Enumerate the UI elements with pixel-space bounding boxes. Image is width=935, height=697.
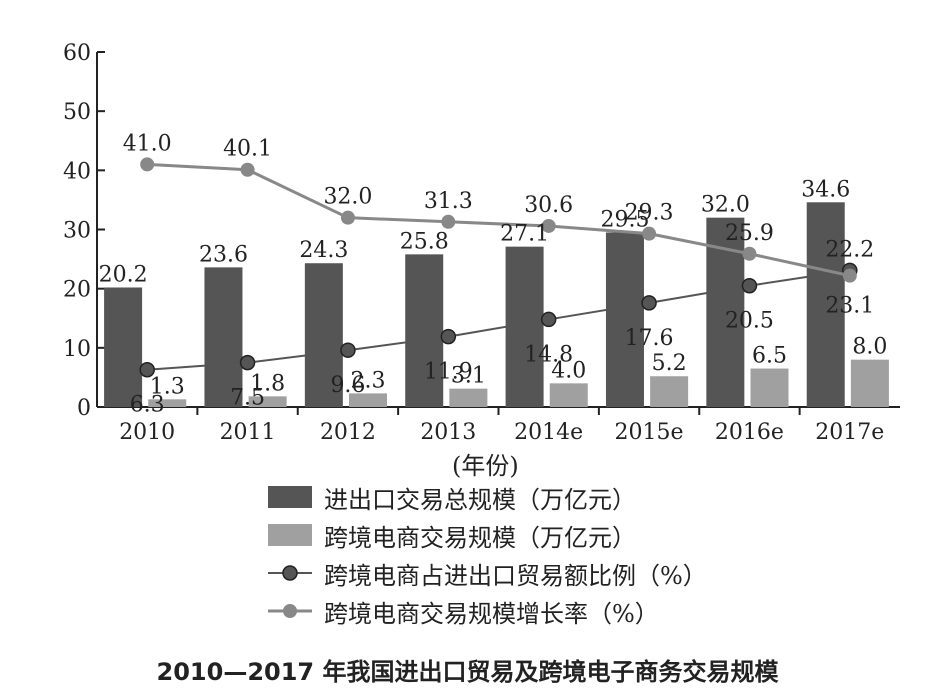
data-labels: 20.2 23.6 24.3 25.8 27.1 29.5 32.0 34.6 1.3 1.8 2.… <box>99 131 888 417</box>
bar-data-label: 27.1 <box>500 222 549 247</box>
chart: 0 10 20 30 40 50 60 2010 2011 2012 2013 2014e 2015e 2… <box>63 41 900 445</box>
line-data-label: 14.8 <box>524 342 573 367</box>
legend-item-ecommerce: 跨境电商交易规模（万亿元） <box>268 516 707 554</box>
x-tick-label: 2012 <box>320 420 376 445</box>
series-line <box>147 269 850 371</box>
line-data-label: 7.5 <box>230 386 265 411</box>
line-point <box>842 268 857 283</box>
bar-data-label: 3.1 <box>451 364 486 389</box>
line-data-label: 40.1 <box>223 137 272 162</box>
bar <box>148 399 187 407</box>
bar <box>304 263 343 407</box>
bar-data-label: 5.2 <box>652 351 687 376</box>
line-point <box>240 162 255 177</box>
chart-title: 2010—2017 年我国进出口贸易及跨境电子商务交易规模 <box>156 658 779 686</box>
x-axis-label: (年份) <box>452 452 519 480</box>
line-data-label: 11.9 <box>424 360 473 385</box>
lines <box>139 157 858 378</box>
legend-item-growth: 跨境电商交易规模增长率（%） <box>268 592 707 630</box>
legend-label-ecommerce: 跨境电商交易规模（万亿元） <box>324 523 636 552</box>
y-tick-label: 60 <box>63 41 91 66</box>
line-point <box>239 354 256 371</box>
line-point <box>641 295 657 311</box>
bar-data-label: 6.5 <box>752 344 787 369</box>
bar-data-label: 29.5 <box>600 207 649 232</box>
line-data-label: 6.3 <box>130 393 165 418</box>
bar <box>806 202 845 407</box>
y-tick-label: 20 <box>63 278 91 303</box>
line-data-label: 29.3 <box>625 201 674 226</box>
y-tick-label: 30 <box>63 219 91 244</box>
x-tick-label: 2014e <box>514 420 583 445</box>
series-line <box>147 162 851 278</box>
bar <box>349 393 388 407</box>
line-point <box>441 214 456 229</box>
line-data-label: 31.3 <box>424 189 473 214</box>
line-data-label: 17.6 <box>625 326 674 351</box>
line-data-label: 23.1 <box>825 293 874 318</box>
bar-data-label: 23.6 <box>199 242 248 267</box>
legend-marker-growth <box>268 604 312 618</box>
legend-marker-ratio <box>268 565 312 581</box>
bar-data-label: 32.0 <box>701 193 750 218</box>
bar <box>248 396 287 407</box>
legend-item-total-trade: 进出口交易总规模（万亿元） <box>268 478 707 516</box>
line-point <box>741 277 758 294</box>
bar <box>204 267 243 407</box>
line-point <box>340 210 355 225</box>
bars <box>104 202 889 407</box>
line-point <box>742 246 757 261</box>
x-tick-label: 2016e <box>715 420 784 445</box>
bar <box>405 254 444 407</box>
x-tick-label: 2013 <box>420 420 476 445</box>
bar <box>104 287 143 407</box>
y-tick-label: 50 <box>63 100 91 125</box>
bar-data-label: 8.0 <box>852 335 887 360</box>
line-data-label: 41.0 <box>123 131 172 156</box>
legend-swatch-total-trade <box>268 486 312 508</box>
y-tick-label: 10 <box>63 337 91 362</box>
line-point <box>139 361 155 378</box>
y-tick-label: 0 <box>77 396 91 421</box>
bar-data-label: 2.3 <box>351 368 386 393</box>
line-data-label: 22.2 <box>825 237 874 262</box>
x-tick-label: 2015e <box>615 420 684 445</box>
legend-label-ratio: 跨境电商占进出口贸易额比例（%） <box>324 561 707 590</box>
y-tick-label: 40 <box>63 159 91 184</box>
line-point <box>340 342 356 358</box>
line-data-label: 25.9 <box>725 221 774 246</box>
bar <box>850 359 889 407</box>
bar-data-label: 34.6 <box>801 177 850 202</box>
legend-swatch-ecommerce <box>268 524 312 546</box>
x-tick-label: 2011 <box>220 420 276 445</box>
bar <box>449 388 488 407</box>
line-point <box>140 157 155 172</box>
bar <box>605 232 644 407</box>
line-data-label: 30.6 <box>524 193 573 218</box>
line-point <box>540 311 557 328</box>
line-point <box>440 328 457 345</box>
bar-data-label: 1.3 <box>150 374 185 399</box>
legend: 进出口交易总规模（万亿元） 跨境电商交易规模（万亿元） 跨境电商占进出口贸易额比… <box>268 478 707 630</box>
bar <box>549 383 588 407</box>
bar-data-label: 1.8 <box>250 371 285 396</box>
bar-data-label: 24.3 <box>299 238 348 263</box>
bar <box>650 376 689 407</box>
line-data-label: 9.6 <box>330 373 365 398</box>
x-tick-label: 2010 <box>119 420 175 445</box>
line-data-label: 32.0 <box>323 185 372 210</box>
x-tick-label: 2017e <box>815 420 884 445</box>
line-point <box>541 218 556 233</box>
legend-item-ratio: 跨境电商占进出口贸易额比例（%） <box>268 554 707 592</box>
bar-data-label: 25.8 <box>400 229 449 254</box>
legend-label-growth: 跨境电商交易规模增长率（%） <box>324 599 659 628</box>
line-data-label: 20.5 <box>725 309 774 334</box>
bar <box>505 246 544 407</box>
line-point <box>642 226 657 241</box>
axes: 0 10 20 30 40 50 60 2010 2011 2012 2013 2014e 2015e 2… <box>63 41 900 445</box>
bar <box>750 368 789 407</box>
legend-label-total-trade: 进出口交易总规模（万亿元） <box>324 485 636 514</box>
bar-data-label: 4.0 <box>551 358 586 383</box>
bar-data-label: 20.2 <box>99 262 148 287</box>
